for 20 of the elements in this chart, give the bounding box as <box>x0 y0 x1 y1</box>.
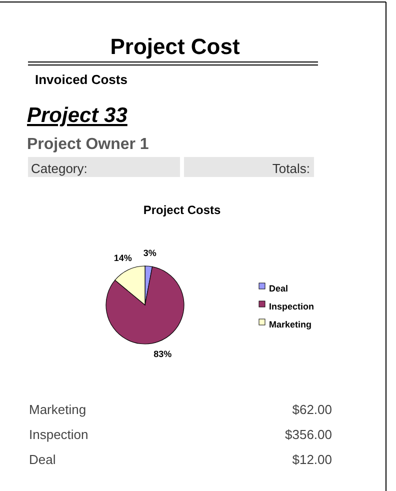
legend-label: Deal <box>269 283 288 294</box>
pie-slice <box>106 266 184 344</box>
text: Inspection <box>29 427 88 442</box>
data-label: 3% <box>143 248 156 258</box>
text: Invoiced Costs <box>35 72 128 87</box>
text: Project Cost <box>110 34 240 59</box>
text: Project 33 <box>27 104 128 127</box>
text: Deal <box>29 452 56 467</box>
text: $62.00 <box>292 402 332 417</box>
data-label: 83% <box>154 348 172 359</box>
text: $12.00 <box>292 452 332 467</box>
legend-label: Inspection <box>269 301 314 312</box>
legend-label: Marketing <box>269 319 312 330</box>
text: Project Owner 1 <box>27 136 149 153</box>
data-label: 14% <box>114 252 132 263</box>
text: $356.00 <box>285 427 332 442</box>
text: Totals: <box>272 161 310 176</box>
chart-title: Project Costs <box>143 203 221 217</box>
text: Marketing <box>29 402 86 417</box>
text: Category: <box>31 161 88 176</box>
